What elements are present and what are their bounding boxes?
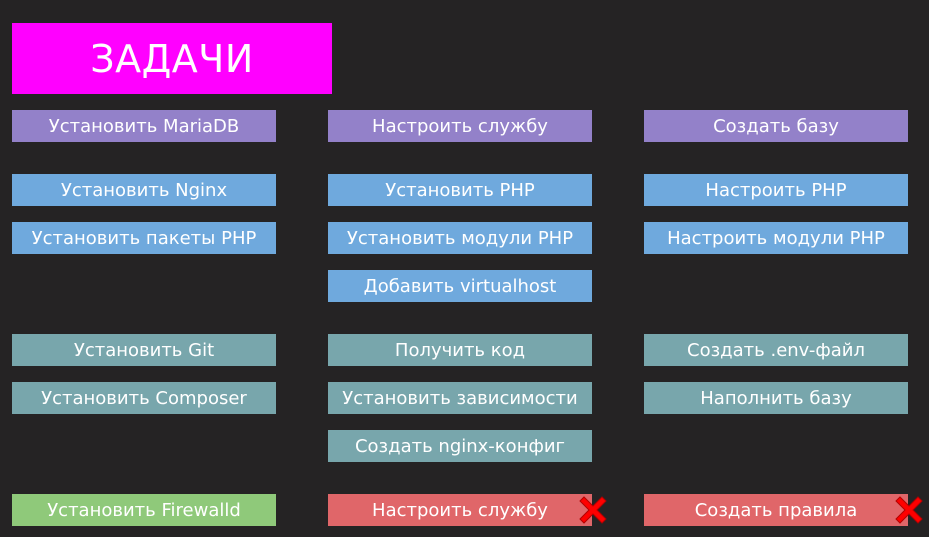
task-create-nginx-config[interactable]: Создать nginx-конфиг [328,430,592,462]
task-configure-php-modules[interactable]: Настроить модули PHP [644,222,908,254]
task-add-virtualhost[interactable]: Добавить virtualhost [328,270,592,302]
task-seed-database[interactable]: Наполнить базу [644,382,908,414]
cross-mark-icon [895,496,923,524]
task-configure-service-firewall[interactable]: Настроить службу [328,494,592,526]
task-create-env-file[interactable]: Создать .env-файл [644,334,908,366]
task-configure-php[interactable]: Настроить PHP [644,174,908,206]
cross-mark-icon [579,496,607,524]
task-install-firewalld[interactable]: Установить Firewalld [12,494,276,526]
task-install-nginx[interactable]: Установить Nginx [12,174,276,206]
task-install-git[interactable]: Установить Git [12,334,276,366]
task-install-php-modules[interactable]: Установить модули PHP [328,222,592,254]
task-configure-service-db[interactable]: Настроить службу [328,110,592,142]
task-create-database[interactable]: Создать базу [644,110,908,142]
task-install-php[interactable]: Установить PHP [328,174,592,206]
task-install-dependencies[interactable]: Установить зависимости [328,382,592,414]
task-create-rules[interactable]: Создать правила [644,494,908,526]
task-install-composer[interactable]: Установить Composer [12,382,276,414]
task-install-php-packages[interactable]: Установить пакеты PHP [12,222,276,254]
task-get-code[interactable]: Получить код [328,334,592,366]
task-install-mariadb[interactable]: Установить MariaDB [12,110,276,142]
page-title: ЗАДАЧИ [12,23,332,94]
